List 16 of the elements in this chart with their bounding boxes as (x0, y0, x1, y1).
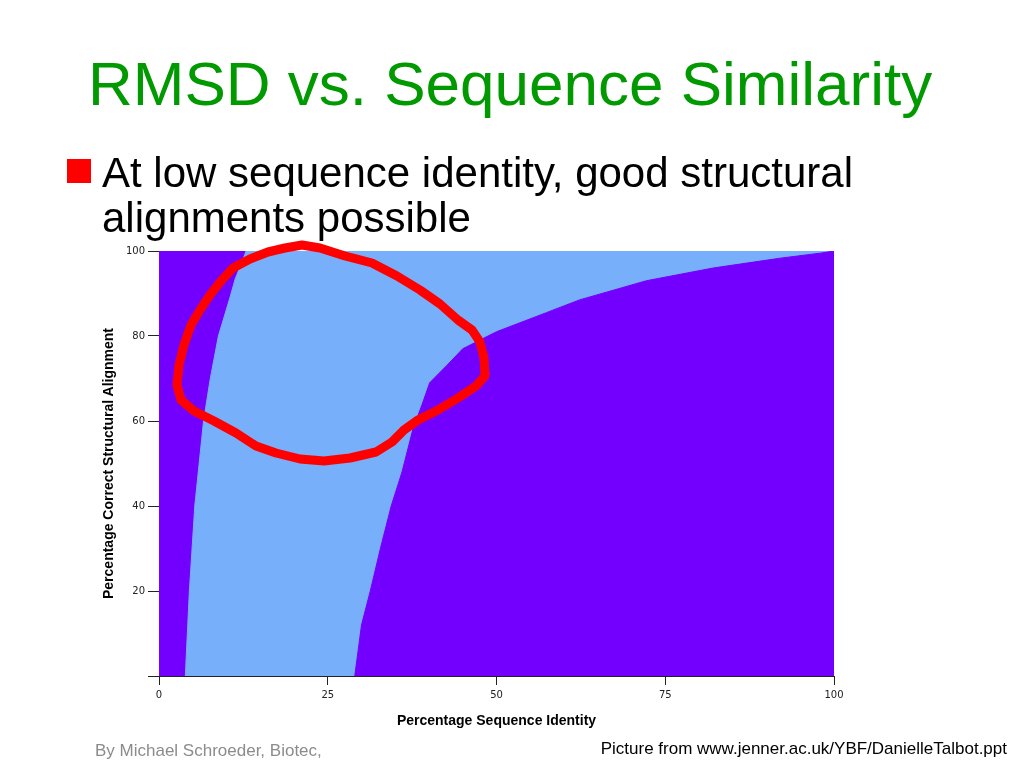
x-tick-label: 25 (321, 688, 335, 700)
x-tick-label: 75 (658, 688, 672, 700)
chart-subtitle: At low sequence identity, good structural alignments possible (102, 149, 854, 241)
x-tick-label: 50 (490, 688, 503, 700)
x-tick-label: 0 (155, 688, 163, 700)
y-tick-label: 20 (132, 584, 145, 596)
chart-title: RMSD vs. Sequence Similarity (88, 49, 933, 118)
y-axis-title: Percentage Correct Structural Alignment (100, 327, 117, 599)
x-tick-label: 100 (824, 688, 844, 700)
y-tick-label: 80 (132, 329, 145, 341)
text: Picture from www.jenner.ac.uk/YBF/DanielleTalbot.ppt (600, 739, 1007, 758)
y-tick-label: 100 (125, 244, 145, 256)
text: By Michael Schroeder, Biotec, (95, 741, 322, 760)
x-axis-title: Percentage Sequence Identity (396, 712, 597, 729)
y-tick-label: 40 (132, 499, 145, 511)
y-tick-label: 60 (132, 414, 145, 426)
